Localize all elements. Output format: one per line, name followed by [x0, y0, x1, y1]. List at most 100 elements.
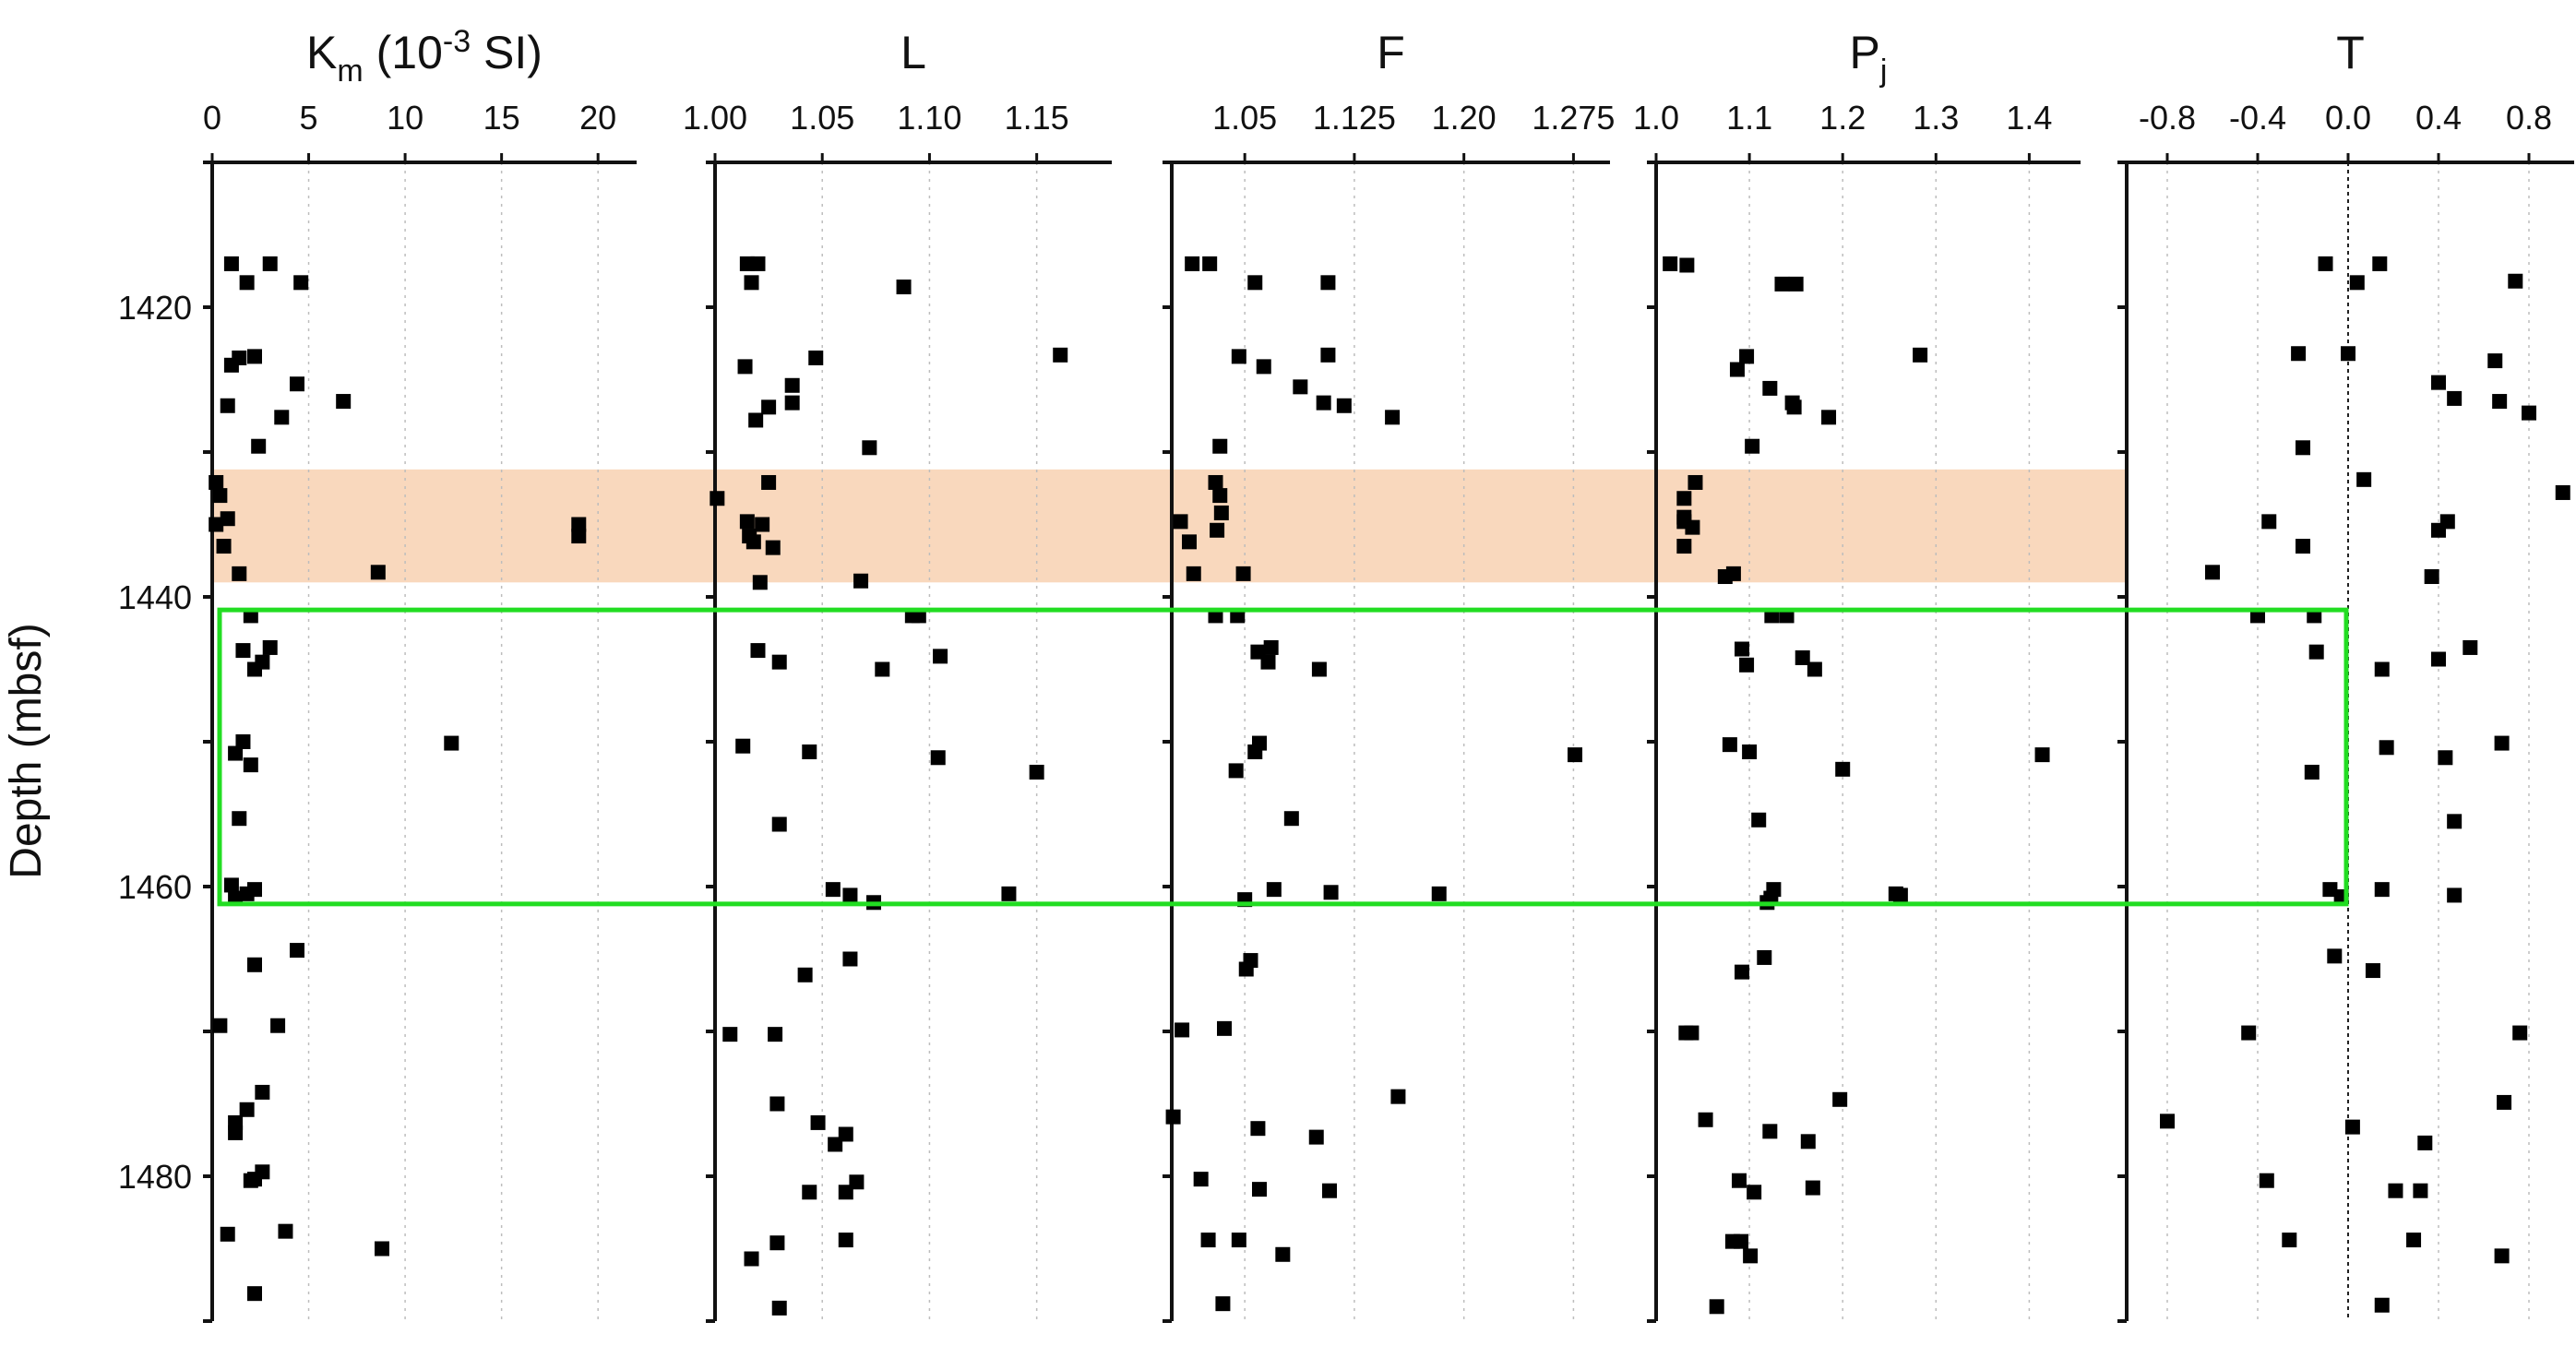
data-point [825, 882, 841, 898]
x-tick-label: 1.10 [897, 99, 961, 137]
data-point [1193, 1172, 1209, 1187]
data-point [810, 1114, 826, 1130]
data-point [1743, 1248, 1759, 1264]
data-point [444, 735, 459, 751]
depth-tick-label: 1460 [118, 868, 192, 906]
data-point [2379, 740, 2394, 756]
x-tick-label: 5 [300, 99, 318, 137]
data-point [784, 395, 800, 411]
data-point [761, 474, 777, 490]
data-point [745, 534, 761, 550]
data-point [336, 394, 352, 410]
data-point [1913, 347, 1928, 363]
data-point [722, 1027, 738, 1042]
data-point [209, 517, 224, 532]
data-point [1788, 276, 1804, 292]
data-point [1835, 761, 1851, 777]
data-point [1751, 812, 1767, 828]
data-point [768, 1027, 783, 1042]
data-point [744, 275, 759, 291]
data-point [875, 661, 890, 677]
data-point [2555, 484, 2570, 500]
data-point [1266, 882, 1282, 898]
data-point [2406, 1233, 2422, 1248]
x-tick-label: 20 [579, 99, 616, 137]
x-tick-label: 1.20 [1432, 99, 1497, 137]
data-point [838, 1233, 853, 1248]
data-point [2308, 644, 2324, 660]
data-point [251, 438, 267, 454]
data-point [735, 738, 751, 754]
data-point [771, 816, 787, 832]
panel-1: 0 5 10 15 20 Km (10-3 SI) [203, 24, 637, 1323]
data-point [1685, 519, 1700, 535]
data-point [1390, 1089, 1406, 1104]
data-point [1029, 764, 1044, 780]
data-point [1747, 1185, 1762, 1200]
data-point [370, 565, 386, 580]
data-point [2160, 1114, 2175, 1129]
data-point [1275, 1246, 1291, 1262]
data-point [769, 1096, 785, 1112]
data-point [1663, 256, 1678, 271]
data-point [1001, 886, 1017, 901]
data-point [1431, 886, 1447, 901]
data-point [235, 734, 251, 749]
data-point [802, 1185, 817, 1200]
data-point [228, 1125, 244, 1140]
data-point [220, 1226, 235, 1242]
data-point [274, 410, 290, 425]
data-point [270, 1018, 286, 1033]
depth-tick-label: 1420 [118, 289, 192, 327]
data-point [1323, 885, 1339, 900]
data-point [896, 280, 912, 295]
data-point [247, 661, 262, 677]
data-point [1832, 1091, 1848, 1107]
data-point [1247, 744, 1263, 759]
x-tick-label: 1.05 [1212, 99, 1277, 137]
data-point [2494, 735, 2510, 751]
data-point [2447, 390, 2463, 406]
data-point [2296, 539, 2310, 554]
data-point [2492, 394, 2508, 410]
data-point [255, 1084, 270, 1100]
data-point [739, 514, 755, 530]
panel-title: Km (10-3 SI) [306, 24, 543, 89]
panel-title-main: P [1850, 27, 1880, 78]
data-point [247, 1286, 262, 1302]
data-point [1762, 380, 1778, 396]
data-point [710, 491, 725, 506]
data-point [1256, 359, 1271, 375]
data-point [1745, 438, 1760, 454]
data-point [247, 1172, 262, 1187]
data-point [2413, 1183, 2428, 1198]
data-point [1252, 1182, 1267, 1197]
x-tick-label: 1.0 [1633, 99, 1679, 137]
panel-title-main: F [1377, 27, 1405, 78]
data-point [808, 350, 824, 365]
data-point [1892, 887, 1908, 903]
depth-tick-label: 1480 [118, 1158, 192, 1196]
data-point [2497, 1094, 2512, 1110]
data-point [293, 275, 309, 291]
x-tick-label: 1.125 [1313, 99, 1396, 137]
data-point [2508, 273, 2523, 289]
data-point [2512, 1025, 2528, 1041]
panel-5: -0.8 -0.4 0.0 0.4 0.8 T [2117, 27, 2574, 1323]
data-point [2261, 514, 2277, 530]
panel-title: T [2336, 27, 2365, 78]
panel-title-subscript: m [337, 54, 363, 89]
panel-title: Pj [1850, 27, 1888, 89]
data-point [1320, 275, 1336, 291]
data-point [262, 639, 278, 655]
data-point [1385, 410, 1401, 425]
data-point [2447, 887, 2463, 903]
data-point [216, 539, 232, 554]
data-point [1053, 347, 1068, 363]
data-point [842, 887, 858, 903]
x-tick-label: 15 [483, 99, 520, 137]
data-point [1231, 349, 1246, 364]
data-point [1722, 737, 1737, 753]
data-point [223, 256, 239, 271]
